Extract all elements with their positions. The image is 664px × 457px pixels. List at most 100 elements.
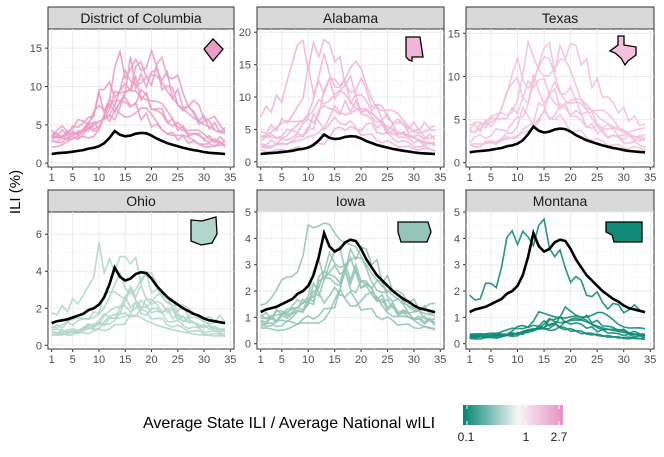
season-lines bbox=[469, 217, 646, 341]
x-tick-label: 5 bbox=[488, 172, 494, 184]
y-tick-label: 1 bbox=[245, 312, 251, 324]
state-season-line bbox=[260, 286, 436, 332]
national-wili-line bbox=[51, 264, 226, 325]
national-wili-line bbox=[51, 129, 226, 156]
x-tick-label: 20 bbox=[355, 172, 367, 184]
x-tick-label: 1 bbox=[258, 172, 264, 184]
x-tick-label: 5 bbox=[70, 354, 76, 366]
state-shape-icon bbox=[605, 221, 643, 243]
x-tick-label: 1 bbox=[49, 354, 55, 366]
y-tick-label: 0 bbox=[245, 339, 251, 351]
state-season-line bbox=[260, 53, 436, 138]
x-tick-label: 35 bbox=[434, 354, 446, 366]
y-tick-label: 6 bbox=[36, 229, 42, 241]
x-tick-label: 30 bbox=[198, 354, 210, 366]
x-tick-label: 1 bbox=[467, 354, 473, 366]
y-tick-label: 15 bbox=[239, 60, 251, 72]
state-season-line bbox=[260, 261, 436, 324]
y-tick-label: 3 bbox=[245, 260, 251, 272]
legend-tick-label: 2.7 bbox=[551, 430, 568, 444]
y-tick-label: 5 bbox=[454, 115, 460, 127]
x-tick-label: 30 bbox=[618, 172, 630, 184]
season-lines bbox=[51, 241, 226, 338]
strip-label: District of Columbia bbox=[80, 10, 202, 26]
state-shape-icon bbox=[397, 221, 432, 243]
legend-tick-label: 0.1 bbox=[458, 430, 475, 444]
strip-label: Alabama bbox=[323, 10, 378, 26]
state-season-line bbox=[469, 41, 646, 134]
x-tick-label: 10 bbox=[511, 172, 523, 184]
y-tick-label: 0 bbox=[454, 339, 460, 351]
legend-tick-label: 1 bbox=[523, 430, 530, 444]
y-tick-label: 5 bbox=[36, 120, 42, 132]
x-tick-label: 15 bbox=[329, 354, 341, 366]
x-tick-label: 5 bbox=[279, 354, 285, 366]
x-tick-label: 1 bbox=[467, 172, 473, 184]
season-lines bbox=[469, 38, 646, 154]
national-wili-line bbox=[469, 228, 646, 314]
x-tick-label: 35 bbox=[644, 172, 656, 184]
strip-label: Ohio bbox=[126, 193, 156, 209]
state-season-line bbox=[260, 255, 436, 324]
x-tick-label: 35 bbox=[644, 354, 656, 366]
legend-title: Average State ILI / Average National wIL… bbox=[143, 415, 435, 432]
state-season-line bbox=[260, 267, 436, 328]
state-season-line bbox=[469, 217, 646, 314]
state-shape-icon bbox=[608, 35, 637, 67]
y-tick-label: 10 bbox=[448, 71, 460, 83]
strip-label: Iowa bbox=[336, 193, 366, 209]
state-season-line bbox=[260, 104, 436, 147]
state-season-line bbox=[469, 73, 646, 144]
state-season-line bbox=[259, 38, 436, 132]
x-tick-label: 25 bbox=[591, 354, 603, 366]
x-tick-label: 25 bbox=[172, 354, 184, 366]
state-shape-icon bbox=[203, 38, 224, 63]
x-tick-label: 10 bbox=[511, 354, 523, 366]
state-shape-icon bbox=[190, 216, 218, 246]
state-season-line bbox=[469, 101, 646, 148]
season-lines bbox=[259, 38, 436, 156]
color-legend: Average State ILI / Average National wIL… bbox=[143, 405, 568, 444]
x-tick-label: 5 bbox=[279, 172, 285, 184]
x-tick-label: 30 bbox=[408, 172, 420, 184]
y-tick-label: 0 bbox=[245, 157, 251, 169]
x-tick-label: 25 bbox=[381, 172, 393, 184]
x-tick-label: 15 bbox=[538, 172, 550, 184]
x-tick-label: 30 bbox=[618, 354, 630, 366]
x-tick-label: 5 bbox=[488, 354, 494, 366]
y-tick-label: 2 bbox=[245, 286, 251, 298]
y-tick-label: 5 bbox=[245, 207, 251, 219]
x-tick-label: 35 bbox=[224, 172, 236, 184]
y-axis-label: ILI (%) bbox=[7, 170, 24, 214]
strip-label: Texas bbox=[542, 10, 579, 26]
x-tick-label: 1 bbox=[49, 172, 55, 184]
x-tick-label: 10 bbox=[302, 354, 314, 366]
state-season-line bbox=[51, 300, 226, 337]
state-season-line bbox=[51, 89, 226, 144]
y-tick-label: 2 bbox=[36, 303, 42, 315]
state-season-line bbox=[469, 55, 646, 138]
x-tick-label: 15 bbox=[538, 354, 550, 366]
national-wili-line bbox=[469, 124, 646, 154]
x-tick-label: 20 bbox=[145, 354, 157, 366]
state-shape-icon bbox=[405, 36, 424, 62]
season-lines bbox=[51, 47, 226, 156]
strip-label: Montana bbox=[533, 193, 588, 209]
state-season-line bbox=[51, 312, 226, 337]
x-tick-label: 5 bbox=[70, 172, 76, 184]
x-tick-label: 30 bbox=[198, 172, 210, 184]
x-tick-label: 25 bbox=[381, 354, 393, 366]
x-tick-label: 20 bbox=[564, 354, 576, 366]
y-tick-label: 4 bbox=[36, 266, 42, 278]
state-season-line bbox=[260, 280, 436, 331]
y-tick-label: 20 bbox=[239, 27, 251, 39]
y-tick-label: 5 bbox=[245, 124, 251, 136]
legend-colorbar bbox=[463, 405, 563, 425]
y-tick-label: 15 bbox=[448, 28, 460, 40]
